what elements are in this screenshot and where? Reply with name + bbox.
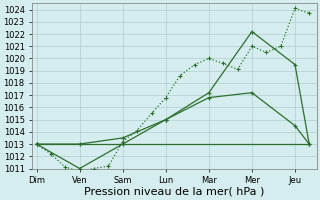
X-axis label: Pression niveau de la mer( hPa ): Pression niveau de la mer( hPa ) [84, 187, 265, 197]
